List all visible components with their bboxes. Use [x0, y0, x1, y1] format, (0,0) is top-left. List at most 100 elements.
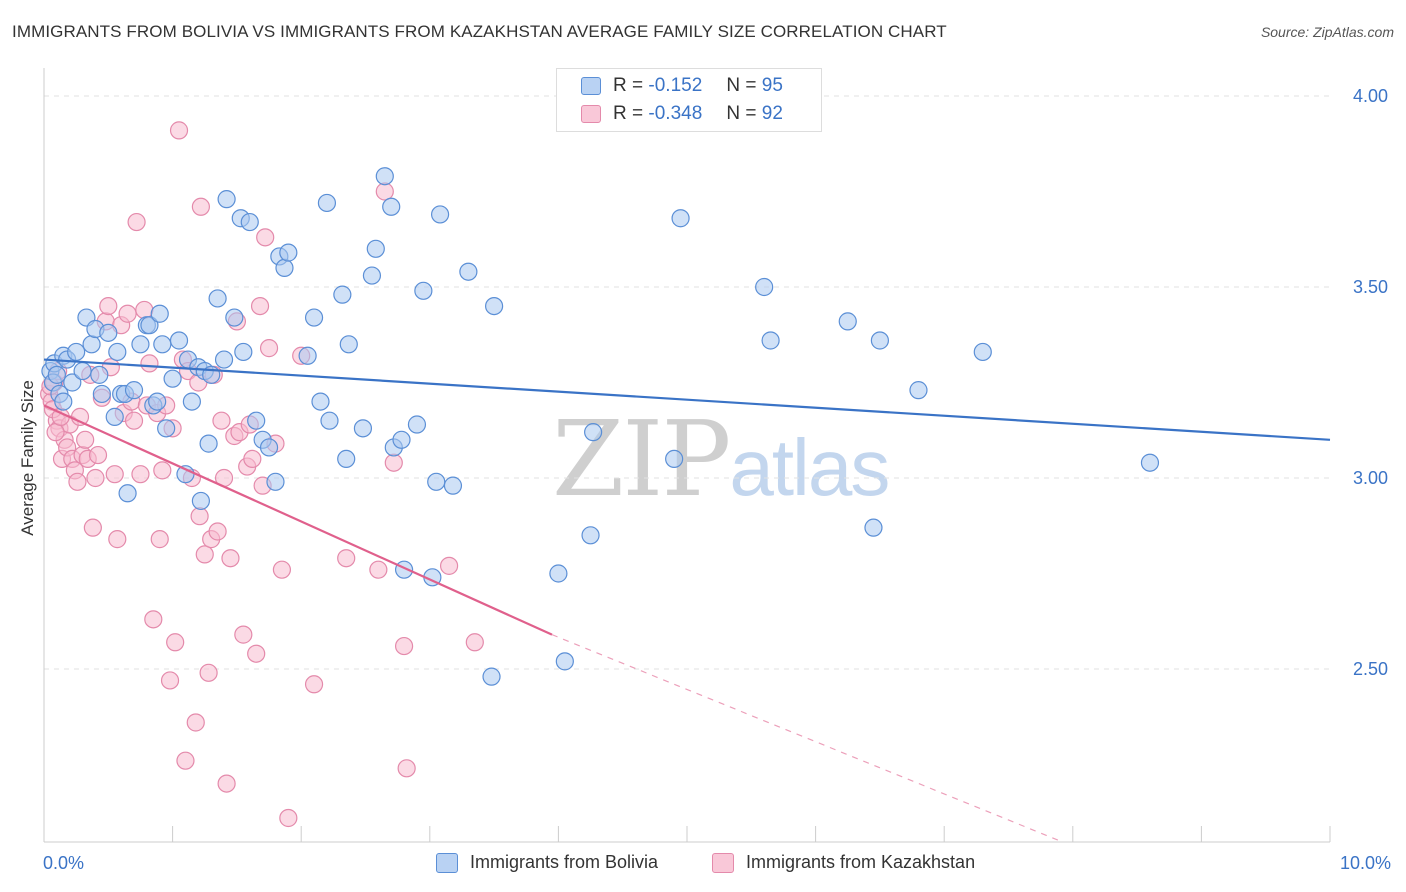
- kazakhstan-n-label: N =: [726, 103, 757, 124]
- bolivia-point: [82, 335, 101, 354]
- kazakhstan-point: [243, 449, 262, 468]
- bolivia-point: [870, 331, 890, 350]
- kazakhstan-point: [166, 633, 185, 652]
- bolivia-point: [99, 323, 118, 342]
- kazakhstan-point: [272, 560, 292, 579]
- bolivia-point: [665, 449, 684, 468]
- kazakhstan-point: [208, 522, 227, 541]
- bolivia-swatch: [581, 77, 601, 95]
- kazakhstan-point: [369, 560, 388, 579]
- bolivia-point: [131, 335, 150, 354]
- bolivia-point: [182, 392, 201, 411]
- bolivia-point: [214, 350, 234, 369]
- kazakhstan-point: [124, 411, 144, 430]
- bolivia-point: [392, 430, 411, 449]
- legend-kazakhstan-label: Immigrants from Kazakhstan: [746, 852, 976, 872]
- y-tick-label-3.00: 3.00: [1353, 468, 1389, 488]
- bolivia-point: [148, 392, 167, 411]
- kazakhstan-point: [397, 759, 416, 778]
- kazakhstan-point: [191, 197, 210, 216]
- bolivia-point: [838, 312, 857, 331]
- kazakhstan-point: [135, 300, 154, 320]
- bolivia-point: [761, 331, 780, 350]
- kazakhstan-point: [190, 507, 209, 526]
- kazakhstan-point: [195, 545, 214, 564]
- kazakhstan-point: [108, 530, 127, 549]
- gridlines: [44, 95, 1330, 670]
- axes: [43, 68, 1331, 843]
- bolivia-point: [320, 411, 339, 430]
- bolivia-n-label: N =: [726, 75, 757, 96]
- watermark: ZIPatlas: [552, 398, 890, 520]
- bolivia-trend-line: [43, 358, 1331, 441]
- bolivia-point: [459, 262, 478, 281]
- x-tick-label-min: 0.0%: [43, 853, 85, 873]
- x-tick-label-max: 10.0%: [1340, 853, 1392, 873]
- bolivia-point: [755, 277, 774, 297]
- kazakhstan-point: [199, 663, 218, 682]
- bolivia-point: [157, 419, 176, 438]
- bolivia-point: [366, 239, 385, 258]
- kazakhstan-point: [127, 212, 146, 232]
- bolivia-point: [208, 289, 227, 308]
- bolivia-point: [427, 472, 446, 491]
- bolivia-point: [304, 308, 324, 327]
- kazakhstan-point: [83, 518, 102, 537]
- bolivia-point: [191, 491, 210, 511]
- bolivia-point: [73, 361, 92, 381]
- kazakhstan-point: [86, 468, 105, 488]
- kazakhstan-swatch: [581, 105, 601, 123]
- bolivia-point: [240, 212, 259, 232]
- kazakhstan-point: [88, 445, 108, 465]
- bolivia-point: [482, 667, 501, 686]
- bolivia-point: [90, 365, 109, 384]
- bolivia-point: [333, 285, 352, 304]
- legend-item-bolivia[interactable]: Immigrants from Bolivia: [436, 852, 658, 873]
- kazakhstan-point: [394, 636, 414, 656]
- watermark-zip: ZIP: [552, 398, 731, 520]
- kazakhstan-point: [221, 549, 240, 568]
- source-credit: Source: ZipAtlas.com: [1260, 24, 1394, 40]
- kazakhstan-point: [375, 182, 394, 201]
- bolivia-point: [217, 190, 236, 209]
- bolivia-point: [266, 472, 285, 491]
- bolivia-point: [63, 373, 82, 392]
- bolivia-point: [92, 384, 111, 404]
- bolivia-point: [67, 342, 86, 362]
- kazakhstan-point: [337, 549, 356, 568]
- legend-bolivia-swatch: [436, 852, 458, 873]
- bolivia-n-value: 95: [761, 75, 783, 96]
- bolivia-point: [259, 438, 279, 457]
- bolivia-r-label: R =: [613, 75, 644, 96]
- bolivia-point: [275, 258, 294, 277]
- bolivia-point: [234, 342, 253, 362]
- bolivia-point: [1140, 453, 1160, 472]
- bolivia-point: [108, 342, 127, 362]
- kazakhstan-point: [46, 423, 65, 442]
- kazakhstan-point: [279, 808, 298, 828]
- legend-item-kazakhstan[interactable]: Immigrants from Kazakhstan: [712, 852, 975, 873]
- kazakhstan-point: [99, 297, 118, 316]
- bolivia-point: [247, 411, 266, 430]
- kazakhstan-point: [247, 644, 266, 663]
- correlation-stats-box: R = -0.152 N = 95 R = -0.348 N = 92: [556, 68, 822, 132]
- kazakhstan-trend-extension: [551, 634, 1061, 842]
- bolivia-point: [337, 449, 356, 468]
- kazakhstan-r-label: R =: [613, 103, 644, 124]
- kazakhstan-points: [40, 121, 484, 828]
- bolivia-r-value: -0.152: [648, 75, 703, 96]
- bolivia-point: [485, 297, 504, 316]
- bolivia-point: [118, 484, 137, 503]
- bolivia-point: [443, 476, 463, 495]
- bolivia-point: [140, 316, 159, 335]
- bolivia-point: [909, 381, 928, 400]
- kazakhstan-point: [118, 304, 137, 323]
- bolivia-point: [279, 243, 298, 262]
- bolivia-point: [124, 381, 144, 400]
- y-axis-title: Average Family Size: [18, 380, 37, 536]
- stats-row-kazakhstan: R = -0.348 N = 92: [581, 101, 783, 127]
- kazakhstan-r-value: -0.348: [648, 103, 703, 124]
- kazakhstan-point: [153, 461, 172, 480]
- kazakhstan-n-value: 92: [761, 103, 783, 124]
- bolivia-point: [671, 209, 690, 228]
